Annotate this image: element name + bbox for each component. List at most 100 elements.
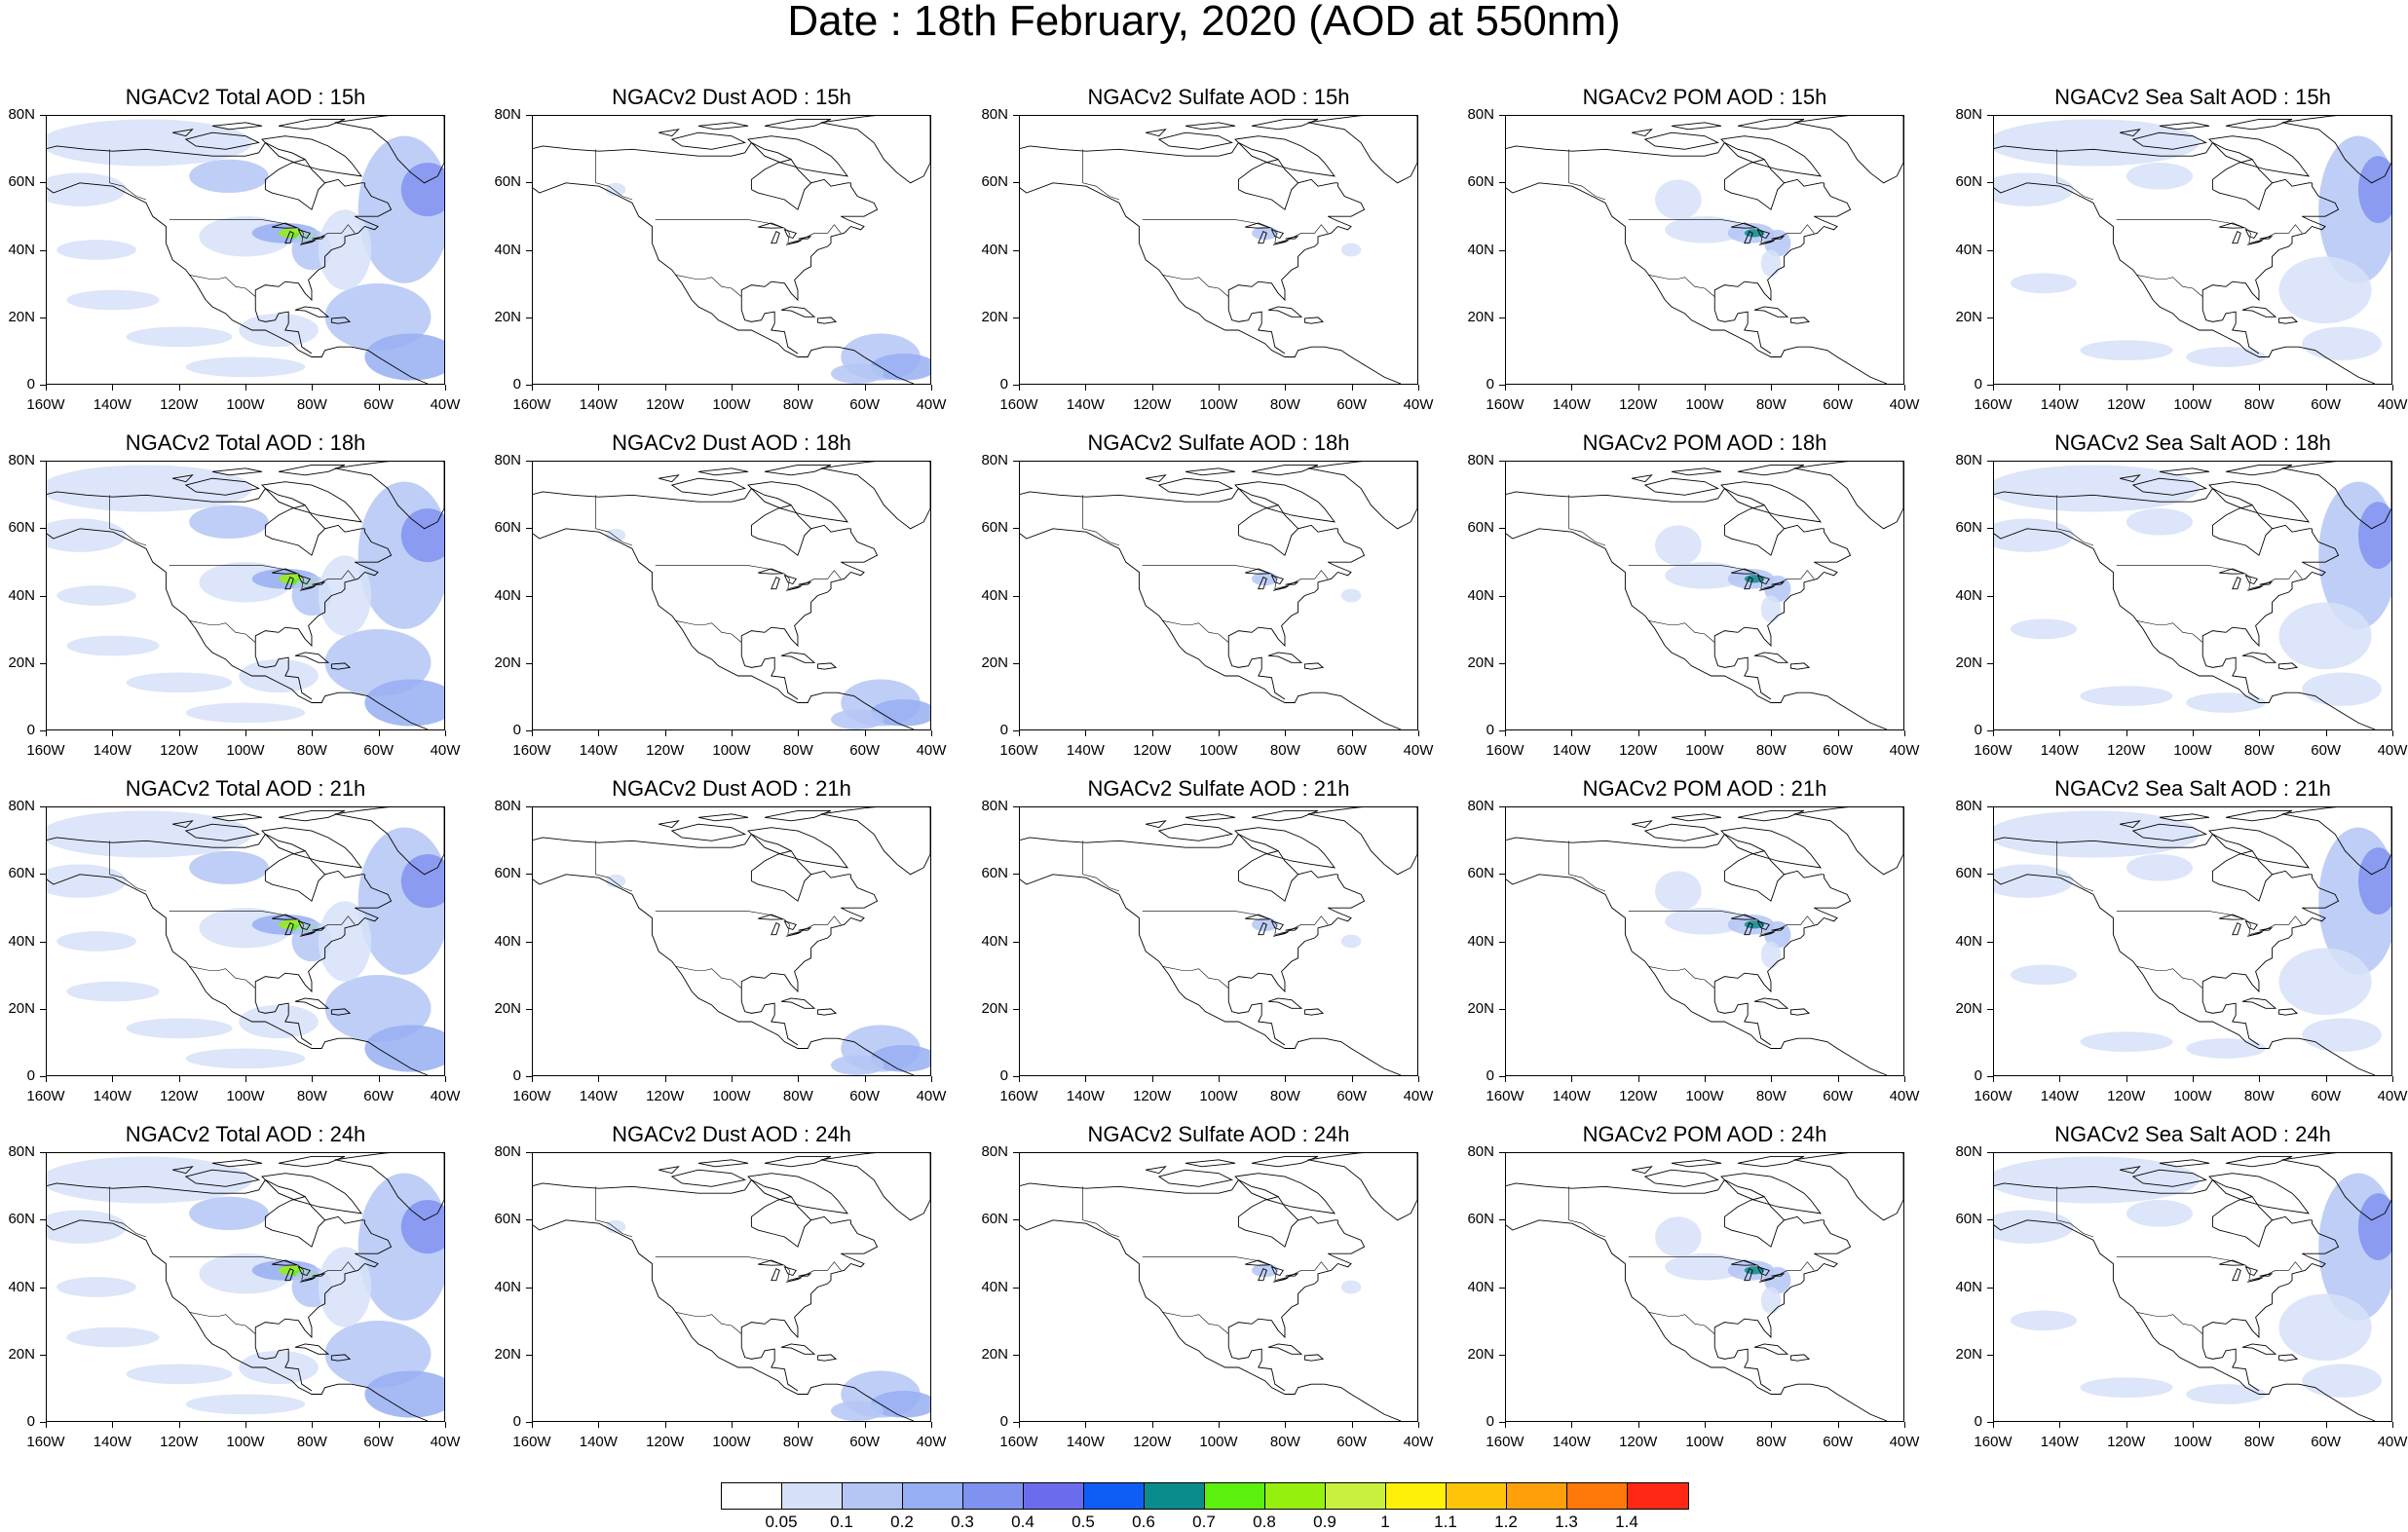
aod-shading [2011,964,2078,986]
aod-shading [47,864,127,898]
aod-shading [1655,871,1702,912]
lat-tick [1987,249,1993,251]
lon-tick [1285,385,1287,391]
lon-tick [2325,1422,2327,1428]
lon-tick [1351,1076,1353,1082]
aod-map [1505,461,1904,730]
lat-tick-label: 40N [494,932,521,950]
lon-tick [1351,385,1353,391]
aod-map [1019,115,1418,385]
lon-tick [1285,1422,1287,1428]
aod-map [46,461,445,730]
aod-map [1993,461,2392,730]
lon-tick [1285,1076,1287,1082]
aod-shading [2278,602,2372,670]
lon-tick [1219,385,1220,391]
colorbar-label: 0.6 [1132,1513,1155,1531]
lat-tick [526,115,532,116]
lat-tick [1987,1354,1993,1356]
lon-tick [178,1422,180,1428]
map-panel: NGACv2 Sea Salt AOD : 15h 80N 60N 40N 20N 0 16… [1947,80,2408,428]
lon-tick [2193,385,2194,391]
map-svg [1994,1153,2391,1421]
lat-tick-label: 80N [1955,452,1982,468]
map-svg [533,1153,930,1421]
colorbar-label: 1 [1380,1513,1390,1531]
lon-tick-label: 80W [782,1088,813,1104]
lon-tick [2259,385,2261,391]
lon-tick [1837,1076,1839,1082]
lon-tick-label: 80W [296,396,327,413]
lon-tick [2259,1422,2261,1428]
panel-title: NGACv2 Sea Salt AOD : 24h [2054,1122,2331,1146]
lon-tick-label: 160W [1486,1088,1524,1104]
colorbar-swatch [963,1483,1024,1509]
lat-tick-label: 20N [1955,308,1982,325]
lon-tick [2392,1422,2393,1428]
lon-tick-label: 140W [1552,396,1591,413]
lon-tick [2059,385,2061,391]
lon-tick-label: 140W [1066,1434,1105,1450]
lat-tick-label: 40N [8,1278,35,1295]
aod-shading [2302,1364,2382,1398]
lon-tick-label: 80W [296,742,327,759]
aod-shading [2357,502,2391,569]
lon-tick-label: 140W [1552,1088,1591,1104]
lat-tick-label: 60N [981,1211,1008,1228]
aod-shading [2080,1377,2173,1398]
lon-tick-label: 160W [26,1434,65,1450]
lon-tick-label: 120W [1133,1088,1172,1104]
lon-tick [1285,730,1287,736]
lon-tick-label: 160W [1974,1088,2013,1104]
lon-tick-label: 120W [2107,1434,2146,1450]
lon-tick-label: 100W [1685,1088,1724,1104]
lat-tick [40,1008,46,1010]
aod-shading [318,209,372,290]
panel-title: NGACv2 Dust AOD : 15h [612,85,851,109]
aod-shading [605,182,626,197]
lon-tick-label: 40W [916,1088,947,1104]
aod-shading [870,699,930,727]
lon-tick [1705,730,1706,736]
lat-tick [1499,1354,1505,1356]
lat-tick-label: 0 [1974,1067,1982,1084]
lat-tick [40,249,46,251]
lon-tick-label: 60W [363,396,395,413]
lat-tick [1987,182,1993,184]
map-svg [533,807,930,1075]
lon-tick [1085,385,1087,391]
lon-tick [445,385,446,391]
aod-shading [126,326,233,348]
map-panel: NGACv2 Sea Salt AOD : 21h 80N 60N 40N 20N 0 16… [1947,771,2408,1119]
lon-tick-label: 80W [2243,1088,2275,1104]
lon-tick-label: 80W [1269,396,1300,413]
lat-tick [40,1422,46,1423]
aod-shading [1665,562,1745,589]
aod-shading [400,508,444,563]
lat-tick-label: 40N [981,586,1008,604]
lon-tick [312,730,314,736]
lon-tick-label: 40W [1889,1434,1920,1450]
lat-tick [1987,385,1993,386]
lat-tick-label: 80N [1467,106,1494,123]
colorbar-label: 1.4 [1615,1513,1638,1531]
lon-tick [732,1422,733,1428]
lon-tick [1351,730,1353,736]
colorbar-label: 0.2 [890,1513,914,1531]
lon-tick [732,1076,733,1082]
lat-tick [1499,1152,1505,1153]
lat-tick-label: 60N [8,519,35,537]
lon-tick-label: 160W [1486,396,1524,413]
aod-shading [189,1196,269,1231]
colorbar-label: 0.05 [765,1513,798,1531]
lat-tick [1987,1287,1993,1289]
lon-tick-label: 60W [363,1434,395,1450]
lon-tick-label: 120W [646,742,685,759]
lon-tick-label: 120W [160,396,199,413]
lat-tick-label: 0 [999,376,1008,392]
lon-tick [931,1076,932,1082]
colorbar-swatch [1326,1483,1386,1509]
lat-tick [526,461,532,462]
aod-shading [831,363,884,384]
lon-tick-label: 160W [512,1088,551,1104]
